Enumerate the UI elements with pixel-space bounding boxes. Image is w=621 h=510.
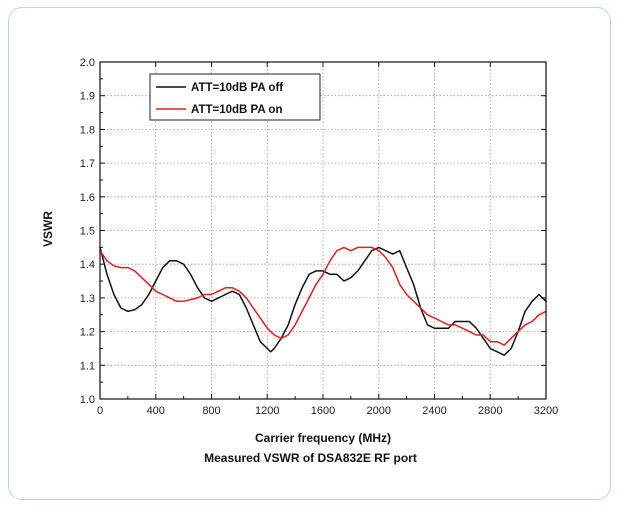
- x-tick-label-4: 1600: [311, 405, 335, 417]
- x-tick-label-0: 0: [97, 405, 103, 417]
- series-lines: [99, 246, 547, 356]
- y-tick-label-4: 1.4: [80, 259, 95, 271]
- x-axis-label: Carrier frequency (MHz): [255, 431, 391, 445]
- y-tick-label-2: 1.2: [80, 327, 95, 339]
- legend-label-pa-on: ATT=10dB PA on: [191, 104, 282, 116]
- y-tick-label-5: 1.5: [80, 226, 95, 238]
- series-line-pa-on: [99, 246, 547, 346]
- series-line-pa-off: [99, 246, 547, 356]
- y-tick-label-1: 1.1: [80, 360, 95, 372]
- y-tick-label-7: 1.7: [80, 158, 95, 170]
- x-tick-label-5: 2000: [367, 405, 391, 417]
- y-tick-label-6: 1.6: [80, 192, 95, 204]
- axes: [99, 61, 547, 400]
- y-tick-label-8: 1.8: [80, 124, 95, 136]
- x-tick-label-7: 2800: [478, 405, 502, 417]
- legend-label-pa-off: ATT=10dB PA off: [191, 82, 283, 94]
- tick-labels: 0 400 800 1200 1600 2000 2400 2800 3200 1.0 1.1 1.2…: [80, 57, 559, 417]
- legend: ATT=10dB PA off ATT=10dB PA on: [149, 73, 321, 121]
- y-tick-label-3: 1.3: [80, 293, 95, 305]
- y-tick-label-10: 2.0: [80, 57, 95, 69]
- y-tick-label-0: 1.0: [80, 394, 95, 406]
- x-tick-label-1: 400: [147, 405, 165, 417]
- x-tick-label-2: 800: [202, 405, 220, 417]
- x-tick-label-6: 2400: [422, 405, 446, 417]
- legend-box: [149, 73, 321, 121]
- x-tick-label-3: 1200: [255, 405, 279, 417]
- figure-caption: Measured VSWR of DSA832E RF port: [204, 451, 417, 465]
- y-axis-label: VSWR: [41, 211, 55, 247]
- y-tick-label-9: 1.9: [80, 91, 95, 103]
- x-tick-label-8: 3200: [534, 405, 558, 417]
